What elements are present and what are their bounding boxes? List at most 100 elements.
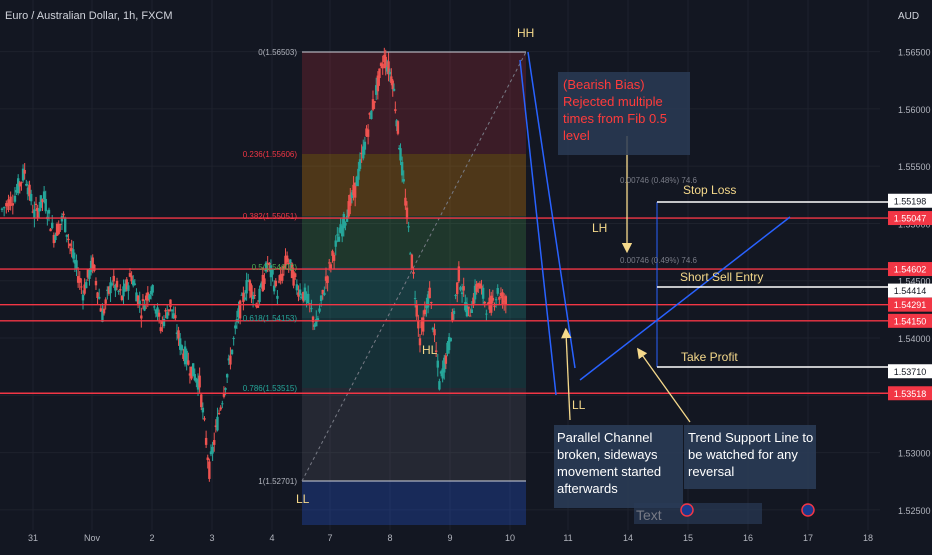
candle-body — [242, 292, 245, 302]
callout-line: Trend Support Line to — [688, 430, 813, 445]
fib-zone-0.786-1 — [302, 388, 526, 481]
candle-body — [91, 257, 94, 270]
candle-body — [2, 207, 6, 209]
trend-support-line — [579, 216, 791, 381]
candle-body — [229, 355, 232, 365]
candle-body — [135, 292, 138, 302]
price-level-badge-text: 1.53518 — [894, 389, 927, 399]
x-tick-label: 7 — [327, 533, 332, 543]
candle-body — [200, 394, 203, 408]
y-tick-label: 1.54000 — [898, 334, 931, 344]
candle-body — [211, 446, 214, 454]
y-tick-label: 1.52500 — [898, 506, 931, 516]
text-box-label: Text — [636, 507, 662, 523]
candle-body — [99, 308, 103, 312]
candle-body — [347, 201, 350, 217]
candle-body — [253, 295, 256, 297]
candle-body — [159, 327, 162, 332]
candle-body — [88, 270, 91, 279]
candle-body — [373, 101, 376, 103]
event-markers[interactable] — [680, 503, 815, 517]
candle-body — [132, 280, 135, 286]
candle-body — [96, 292, 99, 298]
measure-label-upper: 0.00746 (0.48%) 74.6 — [620, 176, 697, 185]
candle-body — [185, 350, 188, 364]
candle-body — [106, 289, 109, 291]
candles — [0, 47, 508, 482]
x-tick-label: 14 — [623, 533, 633, 543]
candle-body — [28, 184, 31, 197]
candle-body — [345, 215, 349, 222]
candle-body — [303, 287, 307, 301]
text-box[interactable]: Text — [634, 503, 762, 524]
candle-body — [378, 68, 381, 79]
candle-body — [49, 228, 52, 232]
candle-body — [287, 262, 290, 265]
candle-body — [224, 388, 227, 390]
x-tick-label: Nov — [84, 533, 101, 543]
candle-body — [29, 193, 33, 202]
candle-body — [353, 182, 357, 198]
candle-body — [311, 316, 315, 323]
candle-body — [182, 353, 185, 359]
candle-body — [57, 224, 60, 234]
candle-body — [123, 283, 127, 292]
candle-body — [130, 275, 133, 282]
candle-body — [294, 273, 297, 277]
candle-body — [143, 305, 146, 311]
price-levels — [0, 217, 888, 394]
candle-body — [410, 254, 414, 269]
candle-body — [234, 325, 237, 329]
candle-body — [425, 304, 428, 309]
candle-body — [481, 287, 485, 299]
candle-body — [402, 179, 405, 182]
candle-body — [357, 168, 360, 180]
callout-bearish[interactable]: (Bearish Bias) Rejected multiple times fro… — [558, 72, 690, 155]
candle-body — [151, 285, 154, 293]
candle-body — [413, 298, 417, 300]
candle-body — [138, 300, 141, 305]
candle-body — [52, 235, 56, 244]
candle-body — [172, 313, 175, 319]
candle-body — [417, 321, 420, 329]
candle-body — [447, 337, 451, 351]
candle-body — [115, 280, 119, 288]
candle-body — [355, 176, 358, 187]
candle-body — [334, 240, 337, 247]
fib-level-label: 0.618(1.54153) — [243, 314, 298, 323]
candle-body — [175, 332, 179, 335]
callout-line: be watched for any — [688, 447, 798, 462]
candle-body — [269, 265, 273, 278]
callout-channel[interactable]: Parallel Channel broken, sideways movement… — [554, 425, 683, 508]
candle-body — [213, 440, 216, 445]
x-tick-label: 16 — [743, 533, 753, 543]
candle-body — [122, 286, 125, 297]
candle-body — [383, 54, 386, 63]
candle-body — [268, 262, 271, 265]
fib-level-label: 0.786(1.53515) — [243, 384, 298, 393]
candle-body — [504, 296, 508, 305]
callout-trend[interactable]: Trend Support Line to be watched for any r… — [684, 425, 816, 489]
candle-body — [230, 349, 234, 355]
label-ll-right: LL — [572, 398, 586, 412]
price-level-badge-text: 1.54150 — [894, 316, 927, 326]
candle-body — [292, 271, 295, 286]
candle-body — [17, 178, 20, 194]
currency-label: AUD — [898, 11, 919, 22]
candle-body — [75, 260, 78, 269]
callout-line: Parallel Channel — [557, 430, 653, 445]
fib-zone-below-1 — [302, 481, 526, 525]
candle-body — [127, 285, 130, 291]
candle-body — [260, 283, 263, 288]
candle-body — [344, 222, 347, 226]
fib-level-label: 0(1.56503) — [258, 48, 297, 57]
candle-body — [285, 255, 289, 263]
candle-body — [501, 292, 504, 305]
x-tick-label: 4 — [269, 533, 274, 543]
candle-body — [73, 259, 77, 264]
symbol-title[interactable]: Euro / Australian Dollar, 1h, FXCM — [5, 10, 173, 22]
candle-body — [25, 184, 28, 186]
candle-body — [494, 299, 498, 301]
candle-body — [420, 321, 423, 329]
